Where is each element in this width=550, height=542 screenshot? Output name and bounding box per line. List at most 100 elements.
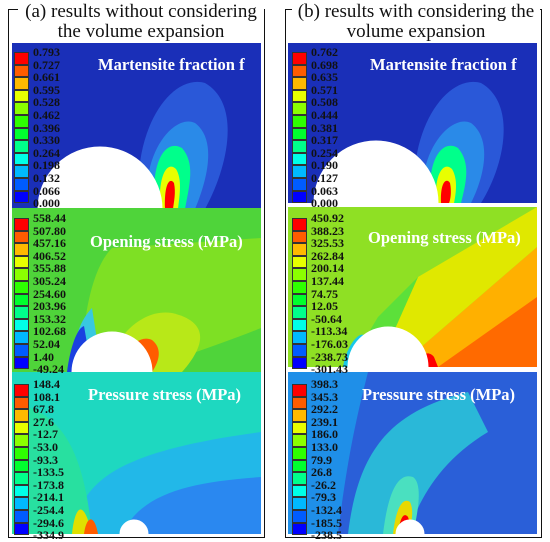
legend-tick-label: -132.4 xyxy=(311,503,342,517)
legend-swatch xyxy=(292,356,307,370)
legend-tick-label: 67.8 xyxy=(33,402,54,417)
legend-tick-label: -214.1 xyxy=(33,490,64,505)
legend-tick-label: 262.84 xyxy=(311,248,344,263)
legend-swatch xyxy=(14,190,29,204)
legend-swatch xyxy=(14,89,29,103)
legend-tick-label: 186.0 xyxy=(311,427,338,442)
legend-swatch xyxy=(292,384,307,397)
legend-tick-label: 305.24 xyxy=(33,274,66,288)
legend-tick-label: 0.698 xyxy=(311,57,338,72)
legend-tick-label: 0.066 xyxy=(33,183,60,198)
legend-swatch xyxy=(292,77,307,90)
legend-tick-label: 254.60 xyxy=(33,286,66,301)
legend-swatch xyxy=(292,447,307,460)
legend-tick-label: 345.3 xyxy=(311,389,338,404)
legend-tick-label: 0.762 xyxy=(311,45,338,59)
legend-tick-label: -173.8 xyxy=(33,477,64,492)
panel-b-opening-stress-title: Opening stress (MPa) xyxy=(368,228,521,247)
legend-tick-label: 457.16 xyxy=(33,236,66,251)
legend-tick-label: 0.635 xyxy=(311,70,338,85)
legend-swatch xyxy=(292,522,307,536)
legend-tick-label: 0.571 xyxy=(311,82,338,97)
legend-tick-label: -53.0 xyxy=(33,440,58,454)
panel-b-opening-stress-plot xyxy=(288,207,537,367)
legend-swatch xyxy=(292,218,307,231)
legend-tick-label: 0.661 xyxy=(33,70,60,85)
panel-a-opening-stress-title: Opening stress (MPa) xyxy=(90,232,243,251)
legend-tick-label: -294.6 xyxy=(33,515,64,530)
legend-swatch xyxy=(292,421,307,435)
notch-hole xyxy=(395,519,425,534)
legend-swatch xyxy=(292,152,307,166)
legend-tick-label: 27.6 xyxy=(33,414,54,429)
legend-tick-label: -176.03 xyxy=(311,337,348,351)
legend-tick-label: 0.727 xyxy=(33,57,60,72)
field-band xyxy=(164,180,175,209)
field-band xyxy=(440,180,451,203)
legend-swatch xyxy=(14,472,29,485)
legend-tick-label: 450.92 xyxy=(311,211,344,225)
legend-swatch xyxy=(14,115,29,128)
legend-tick-label: 0.508 xyxy=(311,95,338,110)
legend-tick-label: -334.9 xyxy=(33,528,64,542)
legend-tick-label: -93.3 xyxy=(33,452,58,467)
legend-tick-label: 137.44 xyxy=(311,274,344,288)
legend-tick-label: 0.000 xyxy=(311,196,338,211)
panel-b-pressure-stress-plot xyxy=(288,372,537,534)
legend-swatch xyxy=(14,421,29,435)
legend-tick-label: 558.44 xyxy=(33,211,66,225)
legend-swatch xyxy=(292,140,307,153)
legend-tick-label: 507.80 xyxy=(33,223,66,238)
legend-tick-label: 0.063 xyxy=(311,183,338,198)
legend-swatch xyxy=(14,356,29,370)
legend-tick-label: 398.3 xyxy=(311,377,338,391)
legend-swatch xyxy=(292,115,307,128)
legend-tick-label: 0.528 xyxy=(33,95,60,110)
legend-swatch xyxy=(14,218,29,231)
legend-tick-label: 203.96 xyxy=(33,299,66,314)
legend-swatch xyxy=(292,255,307,269)
legend-tick-label: 148.4 xyxy=(33,377,60,391)
field-band xyxy=(378,207,537,367)
panel-a-opening-stress-plot xyxy=(12,208,261,372)
legend-tick-label: 0.396 xyxy=(33,120,60,135)
legend-tick-label: 79.9 xyxy=(311,452,332,467)
legend-tick-label: 0.190 xyxy=(311,158,338,173)
legend-swatch xyxy=(14,243,29,256)
legend-swatch xyxy=(14,255,29,269)
legend-swatch xyxy=(292,344,307,357)
legend-tick-label: -301.43 xyxy=(311,362,348,377)
legend-swatch xyxy=(292,497,307,510)
legend-tick-label: 0.254 xyxy=(311,145,338,160)
legend-swatch xyxy=(14,484,29,498)
legend-tick-label: 0.330 xyxy=(33,133,60,148)
panel-b-martensite-plot xyxy=(288,43,537,203)
legend-tick-label: 1.40 xyxy=(33,349,54,364)
panel-a-martensite-title: Martensite fraction f xyxy=(98,55,245,74)
field-band xyxy=(122,477,261,534)
legend-swatch xyxy=(292,510,307,523)
legend-tick-label: 0.444 xyxy=(311,108,338,122)
legend-swatch xyxy=(292,472,307,485)
legend-tick-label: 200.14 xyxy=(311,261,344,276)
legend-swatch xyxy=(292,178,307,191)
panel-b-caption: (b) results with considering the volume … xyxy=(292,2,540,42)
legend-swatch xyxy=(292,281,307,294)
legend-tick-label: 52.04 xyxy=(33,337,60,351)
legend-tick-label: 102.68 xyxy=(33,324,66,339)
field-band xyxy=(84,519,98,534)
field-band xyxy=(288,372,368,534)
legend-swatch xyxy=(292,434,307,447)
legend-tick-label: 0.317 xyxy=(311,133,338,148)
legend-swatch xyxy=(292,293,307,307)
legend-swatch xyxy=(14,281,29,294)
legend-swatch xyxy=(292,165,307,178)
legend-swatch xyxy=(14,52,29,65)
field-band xyxy=(438,297,537,367)
legend-swatch xyxy=(14,447,29,460)
legend-tick-label: 406.52 xyxy=(33,248,66,263)
legend-tick-label: -49.24 xyxy=(33,362,64,377)
legend-swatch xyxy=(14,510,29,523)
legend-tick-label: -185.5 xyxy=(311,515,342,530)
legend-swatch xyxy=(14,178,29,191)
